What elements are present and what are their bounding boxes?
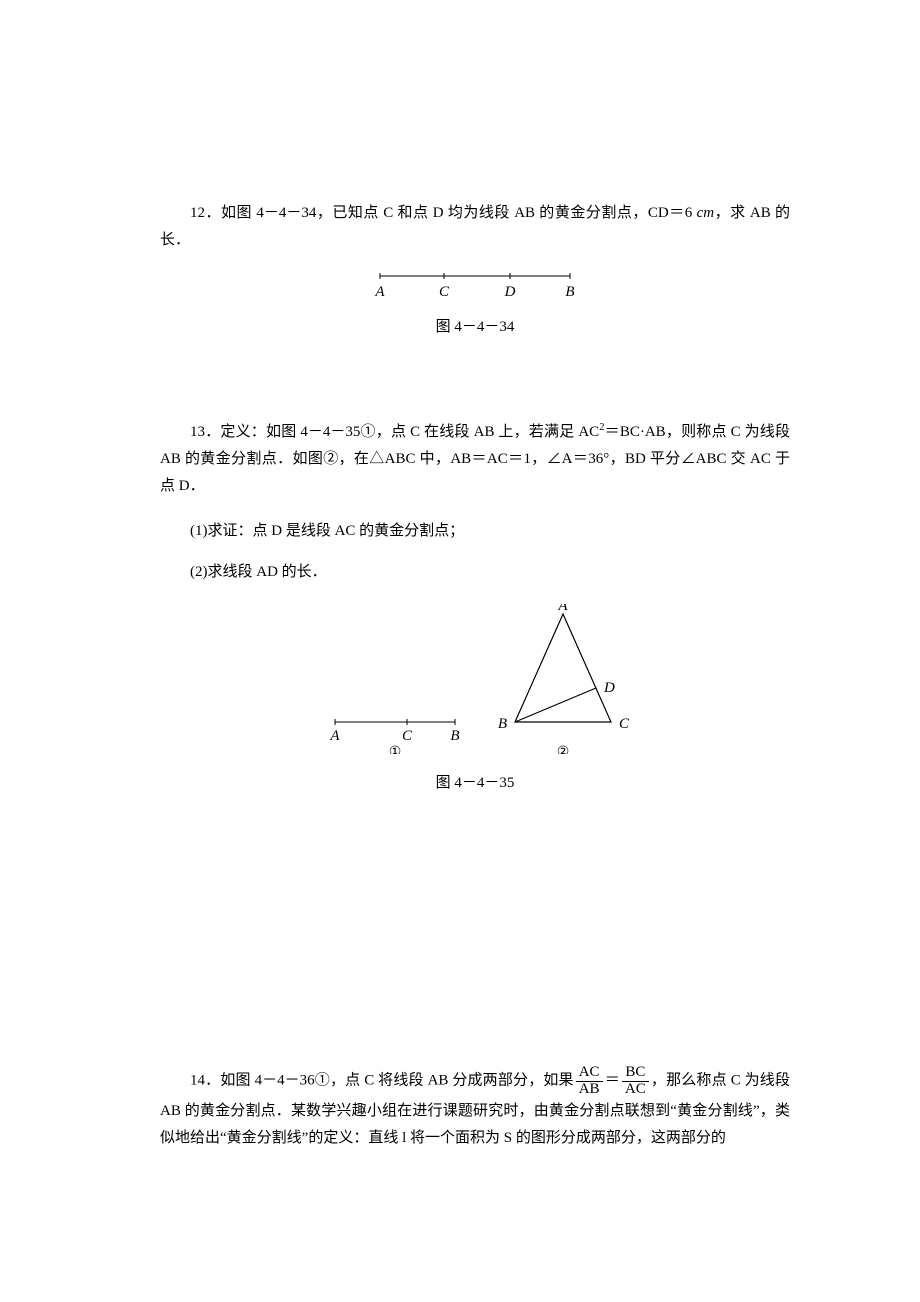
- svg-text:B: B: [450, 728, 459, 744]
- q13-figure-svg: A C B ① A B C D ②: [315, 604, 635, 754]
- svg-text:A: A: [374, 284, 385, 298]
- svg-text:D: D: [603, 680, 615, 696]
- q14-frac1-num: AC: [576, 1065, 603, 1082]
- q13-figcaption: 图 4－4－35: [160, 770, 790, 797]
- q13-p1: 13．定义：如图 4－4－35①，点 C 在线段 AB 上，若满足 AC2＝BC…: [160, 419, 790, 500]
- q12-text: 12．如图 4－4－34，已知点 C 和点 D 均为线段 AB 的黄金分割点，C…: [160, 200, 790, 254]
- q13-p1a: 13．定义：如图 4－4－35①，点 C 在线段 AB 上，若满足 AC: [190, 424, 599, 440]
- q14-frac1-den: AB: [576, 1082, 603, 1098]
- svg-text:A: A: [329, 728, 340, 744]
- q13-s2: (2)求线段 AD 的长．: [160, 559, 790, 586]
- q14-frac2: BCAC: [622, 1065, 649, 1098]
- svg-text:C: C: [439, 284, 450, 298]
- q14-frac2-den: AC: [622, 1082, 649, 1098]
- q12-cm: cm: [697, 205, 715, 221]
- q12-figure: ACDB: [160, 264, 790, 308]
- svg-text:D: D: [504, 284, 516, 298]
- q13-figure: A C B ① A B C D ②: [160, 604, 790, 764]
- q14-frac1: ACAB: [576, 1065, 603, 1098]
- svg-text:C: C: [402, 728, 413, 744]
- svg-text:B: B: [565, 284, 574, 298]
- q12-figure-svg: ACDB: [370, 264, 580, 298]
- q14-p: 14．如图 4－4－36①，点 C 将线段 AB 分成两部分，如果ACAB＝BC…: [160, 1065, 790, 1152]
- q14-frac2-num: BC: [622, 1065, 649, 1082]
- svg-text:②: ②: [557, 745, 570, 754]
- svg-text:C: C: [619, 716, 630, 732]
- q13-s1: (1)求证：点 D 是线段 AC 的黄金分割点；: [160, 518, 790, 545]
- q14-eq: ＝: [605, 1073, 620, 1089]
- q12-line1a: 12．如图 4－4－34，已知点 C 和点 D 均为线段 AB 的黄金分割点，C…: [190, 205, 697, 221]
- svg-text:①: ①: [389, 745, 402, 754]
- svg-text:A: A: [557, 604, 568, 614]
- q12-figcaption: 图 4－4－34: [160, 314, 790, 341]
- q14-p1a: 14．如图 4－4－36①，点 C 将线段 AB 分成两部分，如果: [190, 1073, 574, 1089]
- svg-text:B: B: [498, 716, 507, 732]
